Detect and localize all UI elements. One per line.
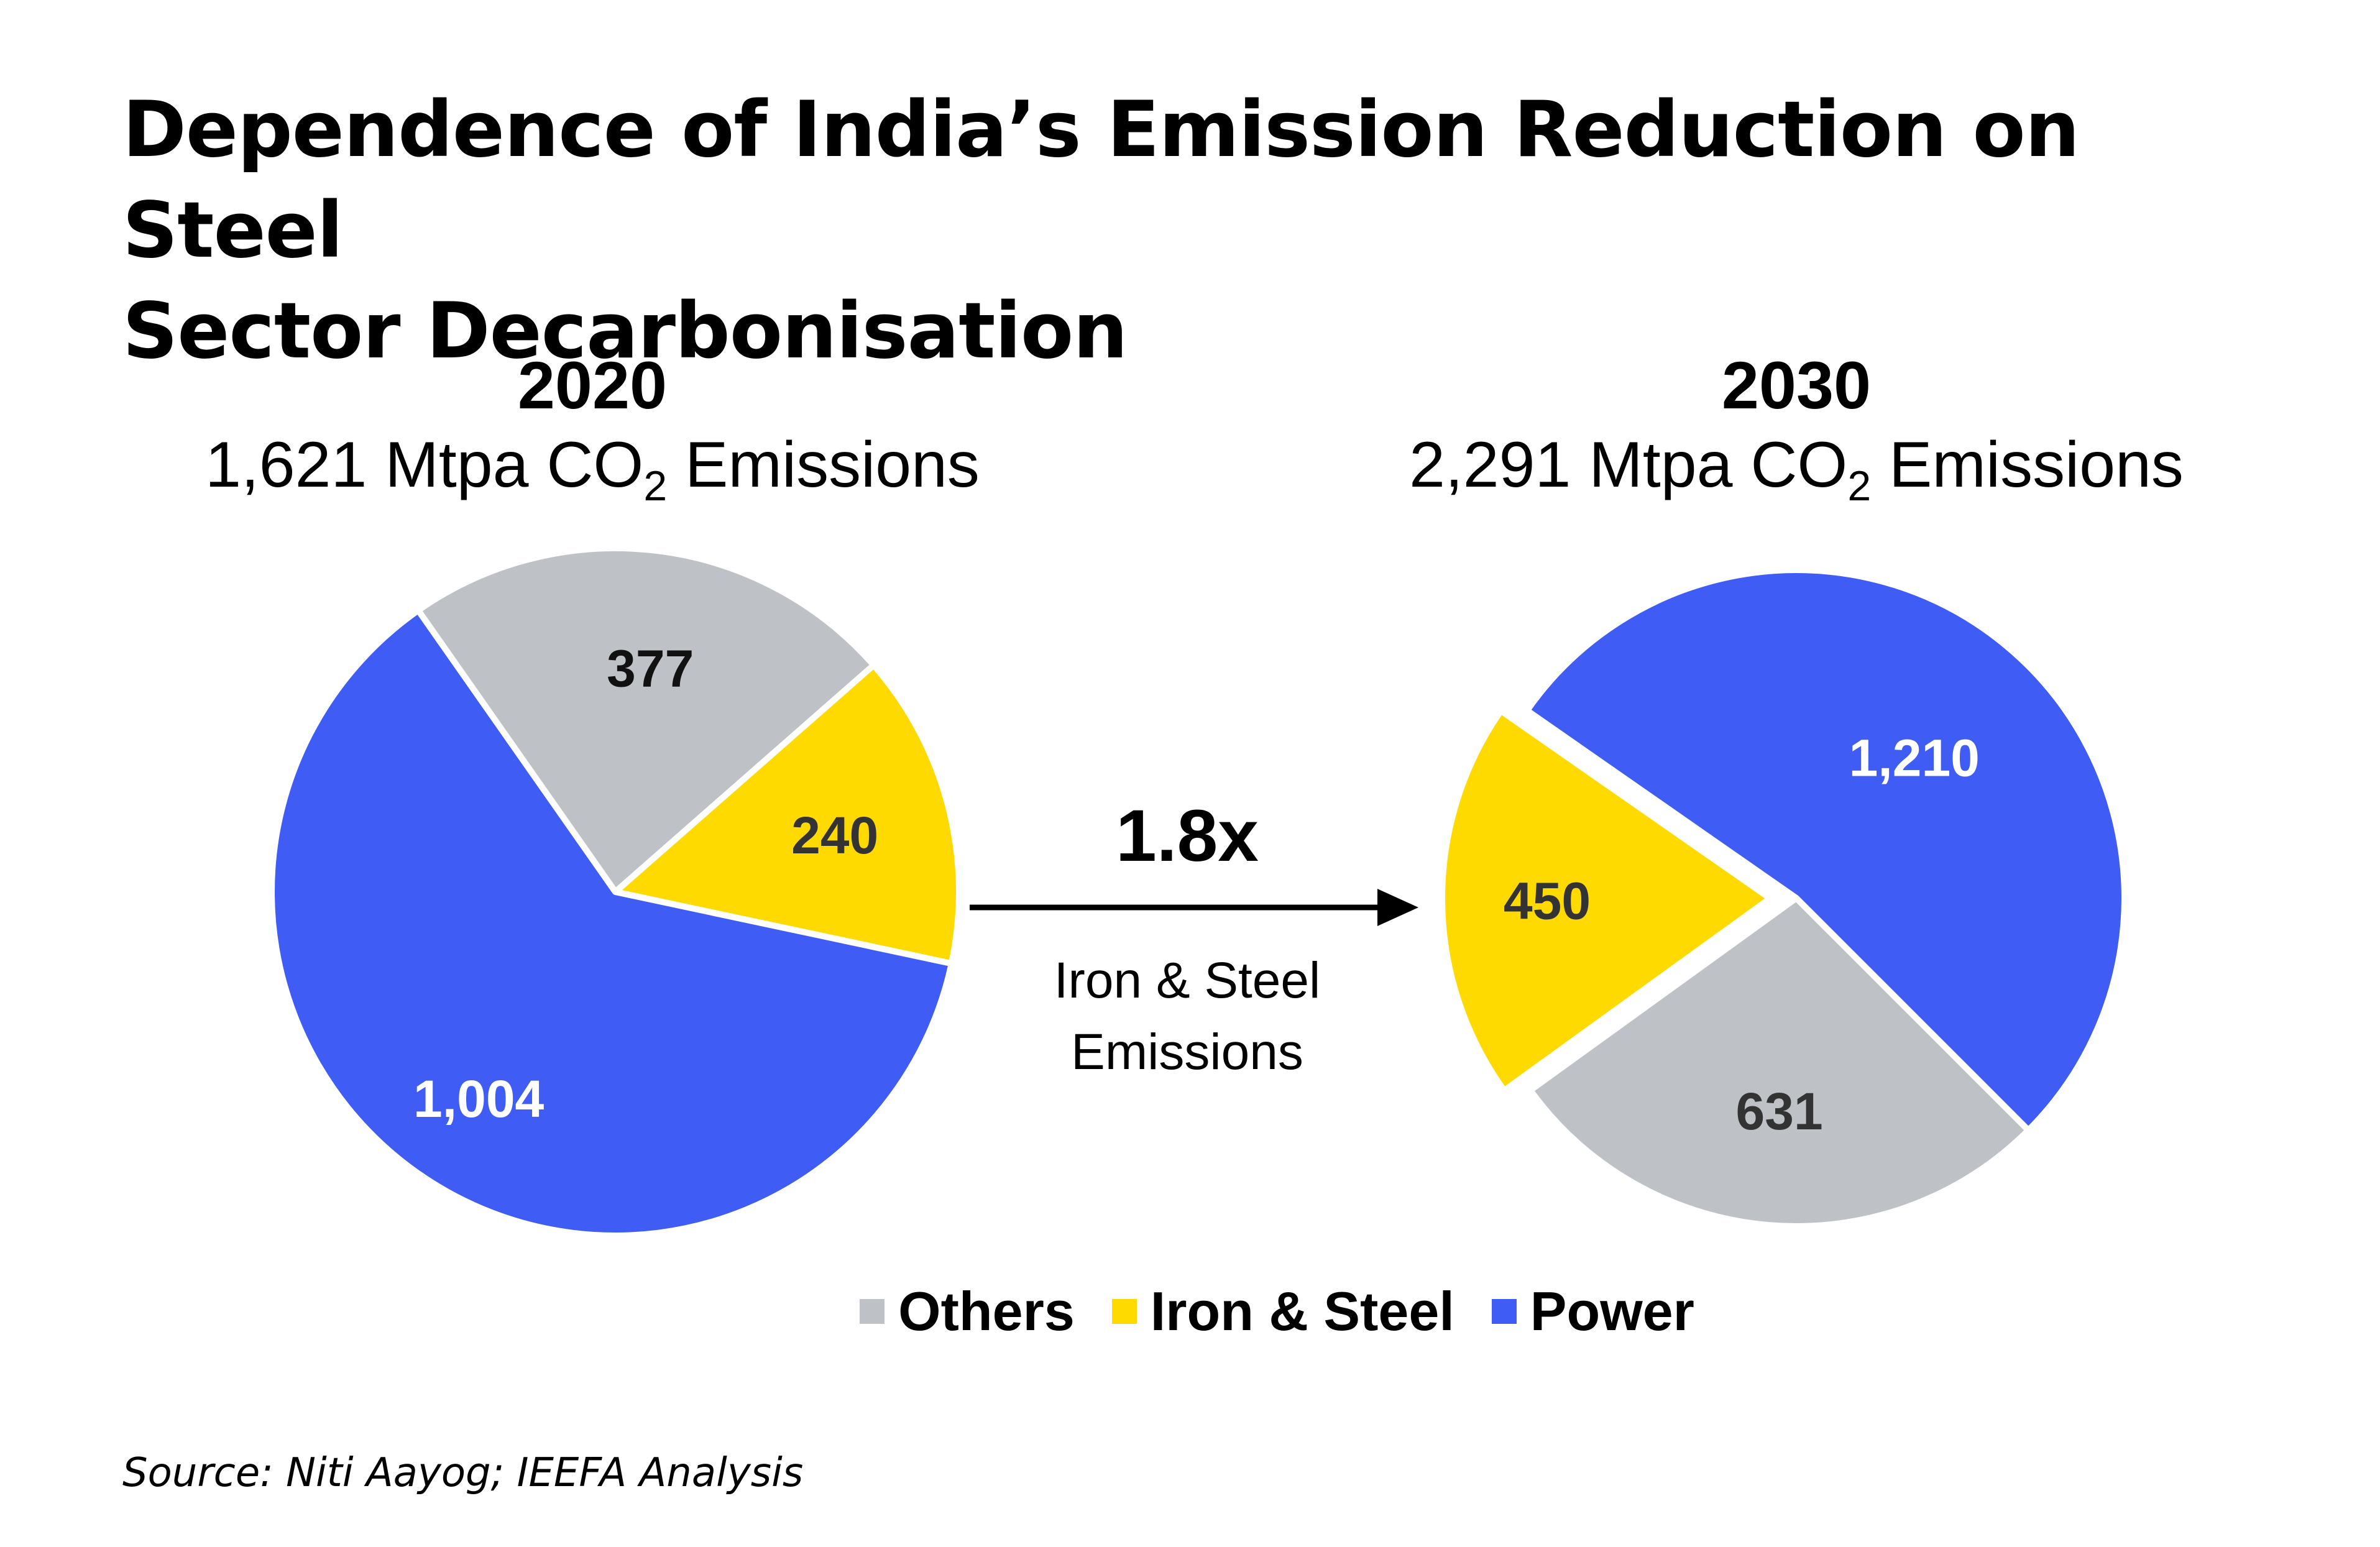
pie-2030-subtitle-prefix: 2,291 Mtpa CO xyxy=(1409,429,1848,501)
legend: Others Iron & Steel Power xyxy=(0,1280,2380,1343)
pie-2030-slice-others xyxy=(1527,895,2032,1229)
pie-2030-label-power: 1,210 xyxy=(1849,728,1980,787)
pie-2020-label-power: 1,004 xyxy=(413,1070,544,1128)
pie-2030-year: 2030 xyxy=(1721,347,1872,423)
pie-2020-subtitle-prefix: 1,621 Mtpa CO xyxy=(205,429,644,501)
growth-arrow xyxy=(970,889,1418,926)
chart-title: Dependence of India’s Emission Reduction… xyxy=(122,80,2298,382)
legend-swatch-others xyxy=(860,1299,885,1324)
pie-2020-subtitle-sub: 2 xyxy=(643,462,668,510)
chart-title-line1: Dependence of India’s Emission Reduction… xyxy=(122,85,2080,275)
pie-2030: 631 450 1,210 xyxy=(1439,567,2128,1229)
pie-2030-subtitle: 2,291 Mtpa CO2 Emissions xyxy=(1330,428,2263,507)
legend-item-iron-steel: Iron & Steel xyxy=(1111,1280,1454,1343)
legend-label-iron-steel: Iron & Steel xyxy=(1150,1280,1454,1342)
pie-2030-subtitle-suffix: Emissions xyxy=(1871,429,2184,501)
pie-2030-label-iron-steel: 450 xyxy=(1504,871,1591,930)
pie-2030-subtitle-sub: 2 xyxy=(1847,462,1872,510)
legend-label-power: Power xyxy=(1530,1280,1694,1342)
pie-2030-slice-power xyxy=(1523,567,2128,1134)
pie-2020-subtitle: 1,621 Mtpa CO2 Emissions xyxy=(126,428,1059,507)
arrow-head xyxy=(1377,889,1418,926)
legend-swatch-power xyxy=(1491,1299,1517,1324)
pie-2020-year: 2020 xyxy=(517,347,668,423)
chart-title-line2: Sector Decarbonisation xyxy=(122,287,1128,376)
source-note: Source: Niti Aayog; IEEFA Analysis xyxy=(122,1450,804,1496)
pie-2020-label-iron-steel: 240 xyxy=(791,806,878,865)
pie-2020-slice-power xyxy=(269,607,955,1239)
arrow-caption-line1: Iron & Steel xyxy=(1054,952,1320,1009)
pie-2020-slice-others xyxy=(415,545,877,895)
arrow-caption-line2: Emissions xyxy=(1071,1024,1303,1080)
legend-item-power: Power xyxy=(1491,1280,1694,1343)
pie-2030-label-others: 631 xyxy=(1736,1082,1823,1141)
pie-2030-slice-iron-steel xyxy=(1439,707,1773,1094)
legend-swatch-iron-steel xyxy=(1111,1299,1137,1324)
legend-label-others: Others xyxy=(898,1280,1075,1342)
pie-2020-slice-iron-steel xyxy=(612,662,962,967)
pie-2020: 377 240 1,004 xyxy=(269,545,962,1239)
arrow-multiplier: 1.8x xyxy=(1116,795,1259,877)
pie-2020-subtitle-suffix: Emissions xyxy=(667,429,980,501)
legend-item-others: Others xyxy=(860,1280,1075,1343)
pie-2020-label-others: 377 xyxy=(607,639,694,697)
